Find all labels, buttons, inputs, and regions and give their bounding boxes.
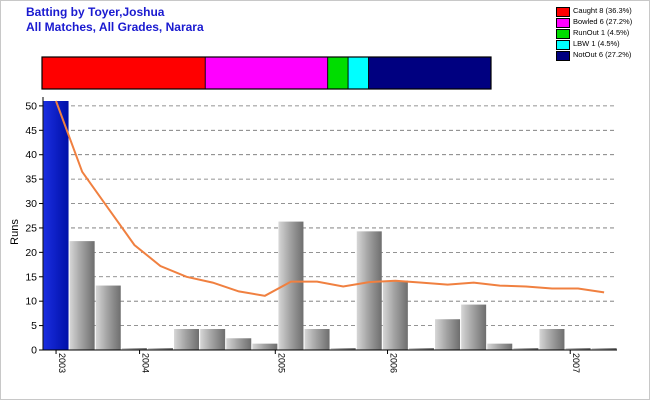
y-tick-label: 45 [25, 125, 37, 137]
bar [147, 348, 173, 350]
legend-label-caught: Caught 8 (36.3%) [573, 6, 632, 15]
y-axis: 0 5 10 15 20 25 30 35 40 45 50 Runs [9, 97, 44, 357]
dismissal-stacked-bar [41, 56, 492, 90]
legend-label-lbw: LBW 1 (4.5%) [573, 39, 620, 48]
x-tick-label-2006: 2006 [389, 353, 399, 373]
y-tick-label: 30 [25, 198, 37, 210]
bar [330, 348, 356, 350]
bar [226, 338, 252, 350]
y-tick-label: 40 [25, 149, 37, 161]
legend-label-runout: RunOut 1 (4.5%) [573, 28, 630, 37]
bar [356, 231, 382, 350]
bar [121, 348, 147, 350]
y-tick-label: 10 [25, 296, 37, 308]
legend-swatch-notout [556, 51, 570, 61]
bar [408, 348, 434, 350]
bar [461, 304, 487, 350]
legend-swatch-caught [556, 7, 570, 17]
bars [43, 101, 617, 350]
legend-swatch-runout [556, 29, 570, 39]
trend-line [55, 100, 605, 297]
y-tick-label: 50 [25, 100, 37, 112]
legend-swatch-lbw [556, 40, 570, 50]
legend-item-runout: RunOut 1 (4.5%) [556, 28, 646, 39]
bar [43, 101, 69, 350]
bar [95, 285, 121, 350]
x-tick-label-2007: 2007 [571, 353, 581, 373]
bar [487, 343, 513, 350]
dismissal-segment-caught [41, 56, 206, 90]
dismissal-bar-outline [41, 56, 492, 90]
bar [200, 329, 226, 350]
legend-label-notout: NotOut 6 (27.2%) [573, 50, 632, 59]
y-tick-label: 5 [31, 320, 37, 332]
y-tick-label: 20 [25, 247, 37, 259]
legend-item-caught: Caught 8 (36.3%) [556, 6, 646, 17]
legend: Caught 8 (36.3%) Bowled 6 (27.2%) RunOut… [556, 6, 646, 61]
y-axis-label: Runs [9, 219, 21, 245]
y-tick-label: 0 [31, 345, 37, 357]
bar [252, 343, 278, 350]
y-tick-label: 25 [25, 222, 37, 234]
bar [435, 319, 461, 350]
chart-title: Batting by Toyer,Joshua [26, 5, 165, 19]
chart-subtitle: All Matches, All Grades, Narara [26, 20, 204, 34]
dismissal-segment-lbw [347, 56, 369, 90]
grid [43, 105, 617, 326]
legend-swatch-bowled [556, 18, 570, 28]
bar [565, 348, 591, 350]
bar [513, 348, 539, 350]
legend-item-bowled: Bowled 6 (27.2%) [556, 17, 646, 28]
dismissal-segment-bowled [204, 56, 329, 90]
legend-item-notout: NotOut 6 (27.2%) [556, 50, 646, 61]
dismissal-segment-runout [327, 56, 349, 90]
bar [539, 329, 565, 350]
bar [382, 280, 408, 350]
x-axis: 2003 2004 2005 2006 2007 [43, 349, 617, 373]
dismissal-segment-notout [368, 56, 492, 90]
y-tick-label: 15 [25, 271, 37, 283]
trend-line-group [55, 100, 605, 297]
bar [304, 329, 330, 350]
bar [174, 329, 200, 350]
x-tick-label-2003: 2003 [57, 353, 67, 373]
x-tick-label-2004: 2004 [141, 353, 151, 373]
legend-item-lbw: LBW 1 (4.5%) [556, 39, 646, 50]
bar [591, 348, 617, 350]
legend-label-bowled: Bowled 6 (27.2%) [573, 17, 633, 26]
x-tick-label-2005: 2005 [276, 353, 286, 373]
bar [69, 241, 95, 350]
y-tick-label: 35 [25, 174, 37, 186]
